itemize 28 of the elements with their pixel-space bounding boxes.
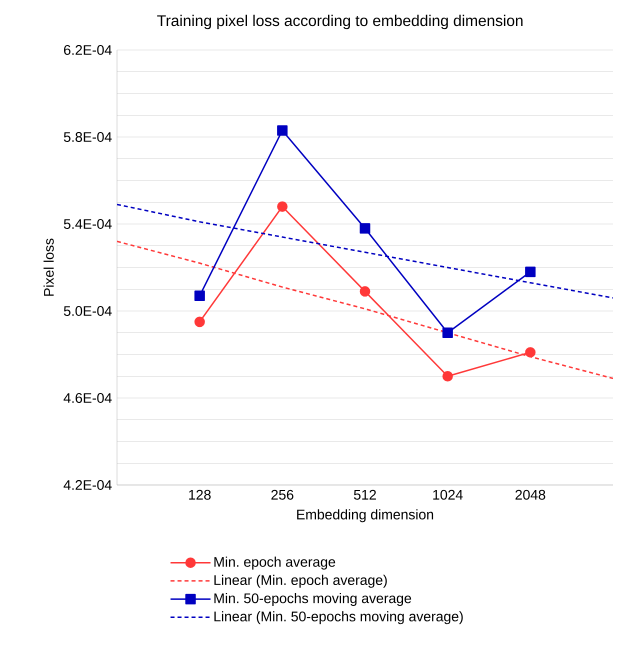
legend-label: Min. epoch average [214, 556, 336, 570]
point [360, 223, 370, 234]
legend-label: Linear (Min. epoch average) [214, 574, 387, 588]
y-tick-label: 4.6E-04 [64, 393, 112, 403]
point [525, 347, 536, 358]
x-tick-label: 256 [271, 490, 294, 500]
y-tick-label: 6.2E-04 [64, 45, 112, 55]
y-tick-label: 4.2E-04 [64, 480, 112, 490]
point [442, 327, 453, 338]
point [525, 266, 536, 278]
y-tick-label: 5.8E-04 [64, 132, 112, 142]
point [194, 290, 205, 302]
point [442, 370, 453, 382]
chart-title: Training pixel loss according to embedding dimension [157, 14, 523, 30]
y-tick-label: 5.0E-04 [64, 306, 112, 316]
x-tick-label: 1024 [433, 490, 463, 500]
y-tick-label: 5.4E-04 [64, 219, 112, 229]
legend-label: Min. 50-epochs moving average [214, 592, 412, 606]
x-axis-title: Embedding dimension [297, 509, 434, 522]
x-tick-label: 2048 [516, 490, 546, 500]
legend-label: Linear (Min. 50-epochs moving average) [214, 611, 463, 624]
y-axis-title: Pixel loss [44, 238, 54, 296]
x-tick-label: 128 [189, 490, 211, 500]
point [194, 316, 205, 328]
point [360, 286, 370, 297]
point [277, 125, 288, 136]
point [277, 201, 288, 212]
x-tick-label: 512 [354, 490, 376, 500]
